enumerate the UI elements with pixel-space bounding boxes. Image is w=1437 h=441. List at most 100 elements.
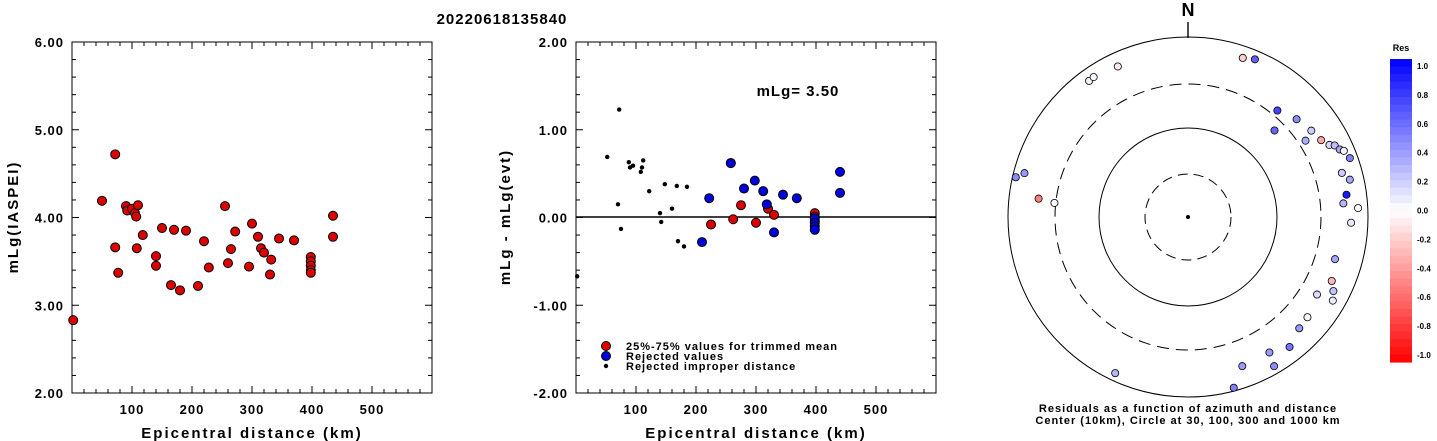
data-point (575, 274, 580, 279)
station-residual-marker (1301, 136, 1310, 145)
data-point (778, 189, 788, 200)
data-point (169, 224, 179, 235)
x-axis-label: Epicentral distance (km) (141, 425, 362, 441)
data-point (638, 169, 643, 175)
data-point (328, 231, 338, 242)
colorbar-cell (1390, 240, 1412, 249)
station-residual-marker (1292, 115, 1301, 124)
legend: 25%-75% values for trimmed mean Rejected… (601, 341, 837, 373)
station-residual-marker (1327, 277, 1336, 286)
station-residual-marker (1011, 173, 1020, 182)
data-point (736, 200, 746, 211)
colorbar-cell (1390, 96, 1412, 106)
x-tick-label: 300 (240, 402, 265, 417)
y-axis-label: mLg - mLg(evt) (497, 149, 514, 285)
data-point (639, 165, 645, 170)
colorbar-cell (1390, 308, 1412, 318)
x-tick-label: 200 (180, 402, 205, 417)
colorbar-cell (1390, 339, 1412, 348)
data-point (151, 260, 161, 271)
station-residual-marker (1273, 106, 1282, 115)
station-residual-marker (1229, 383, 1238, 392)
y-tick-label: -1.00 (533, 298, 568, 313)
colorbar-cell (1390, 180, 1412, 189)
station-residual-marker (1050, 198, 1059, 207)
data-point (68, 315, 79, 326)
y-tick-label: 3.00 (35, 298, 64, 313)
legend-label-rejected: Rejected values (626, 351, 724, 363)
station-residual-marker (1113, 62, 1122, 71)
colorbar-cell (1390, 233, 1412, 242)
station-residual-marker (1331, 255, 1340, 264)
station-residual-marker (1270, 126, 1279, 135)
station-residual-marker (1270, 362, 1279, 371)
colorbar-tick-label: -0.2 (1417, 235, 1431, 244)
station-residual-marker (1339, 146, 1348, 155)
station-residual-marker (1238, 362, 1247, 371)
colorbar-cell (1390, 127, 1412, 136)
station-residual-marker (1295, 324, 1304, 333)
data-point (605, 154, 610, 160)
data-point (181, 225, 191, 236)
station-residual-marker (1329, 287, 1338, 296)
x-tick-label: 100 (624, 402, 649, 417)
x-tick-label: 100 (120, 402, 145, 417)
data-point (131, 211, 142, 222)
colorbar-cell (1390, 165, 1412, 174)
data-point (328, 210, 338, 221)
data-point (113, 267, 124, 278)
caption-line-1: Residuals as a function of azimuth and d… (1039, 403, 1337, 415)
data-point (751, 217, 761, 228)
data-point (266, 254, 277, 265)
data-point (835, 187, 845, 198)
ring-30km (1144, 173, 1232, 261)
colorbar-tick-label: 0.0 (1417, 207, 1429, 216)
data-point (809, 224, 820, 235)
station-residual-marker (1111, 369, 1120, 378)
station-residual-marker (1307, 126, 1316, 135)
station-residual-marker (1337, 168, 1346, 177)
colorbar-tick-label: 1.0 (1417, 62, 1429, 71)
data-point (220, 201, 230, 212)
data-point (725, 158, 736, 169)
chart-title: 20220618135840 (437, 11, 568, 28)
data-point (758, 186, 769, 197)
data-point (615, 202, 621, 207)
x-tick-label: 400 (804, 402, 829, 417)
data-point (110, 149, 121, 160)
colorbar-cell (1390, 225, 1412, 234)
colorbar-cell (1390, 255, 1412, 265)
data-point (681, 244, 687, 249)
station-residual-marker (1328, 296, 1337, 305)
colorbar-tick-label: -0.4 (1417, 264, 1431, 273)
y-tick-label: 2.00 (35, 386, 64, 401)
colorbar-cell (1390, 301, 1412, 310)
data-point (761, 199, 772, 210)
data-point (97, 195, 107, 206)
data-point (289, 235, 299, 246)
x-tick-label: 200 (684, 402, 709, 417)
panel-residual-vs-distance: -2.00 -1.00 0.00 1.00 2.00 100 200 300 400 500 mL… (497, 35, 937, 441)
station-residual-marker (1313, 290, 1322, 299)
data-point (244, 261, 254, 272)
y-tick-label: 2.00 (539, 35, 568, 50)
ring-300km (1054, 83, 1322, 351)
data-point (274, 233, 284, 244)
panel-azimuth-residuals: N Residuals as a function of azimuth and… (1007, 0, 1369, 427)
colorbar-tick-label: -0.6 (1417, 293, 1431, 302)
data-point (641, 158, 646, 163)
data-point (647, 188, 652, 194)
data-point (193, 280, 203, 291)
station-residual-marker (1347, 218, 1356, 227)
data-point (630, 163, 636, 168)
colorbar-cell (1390, 286, 1412, 295)
station-residual-marker (1265, 348, 1274, 357)
station-residual-marker (1285, 342, 1294, 351)
data-point (749, 175, 760, 186)
colorbar: Res 1.0 0.8 0.6 0.4 0.2 0.0 -0.2 -0.4 -0.6 -0.8 -1… (1390, 43, 1431, 363)
colorbar-cell (1390, 316, 1412, 325)
data-point (199, 236, 209, 247)
colorbar-cell (1390, 81, 1412, 90)
station-residual-marker (1339, 199, 1348, 208)
colorbar-cell (1390, 195, 1412, 204)
